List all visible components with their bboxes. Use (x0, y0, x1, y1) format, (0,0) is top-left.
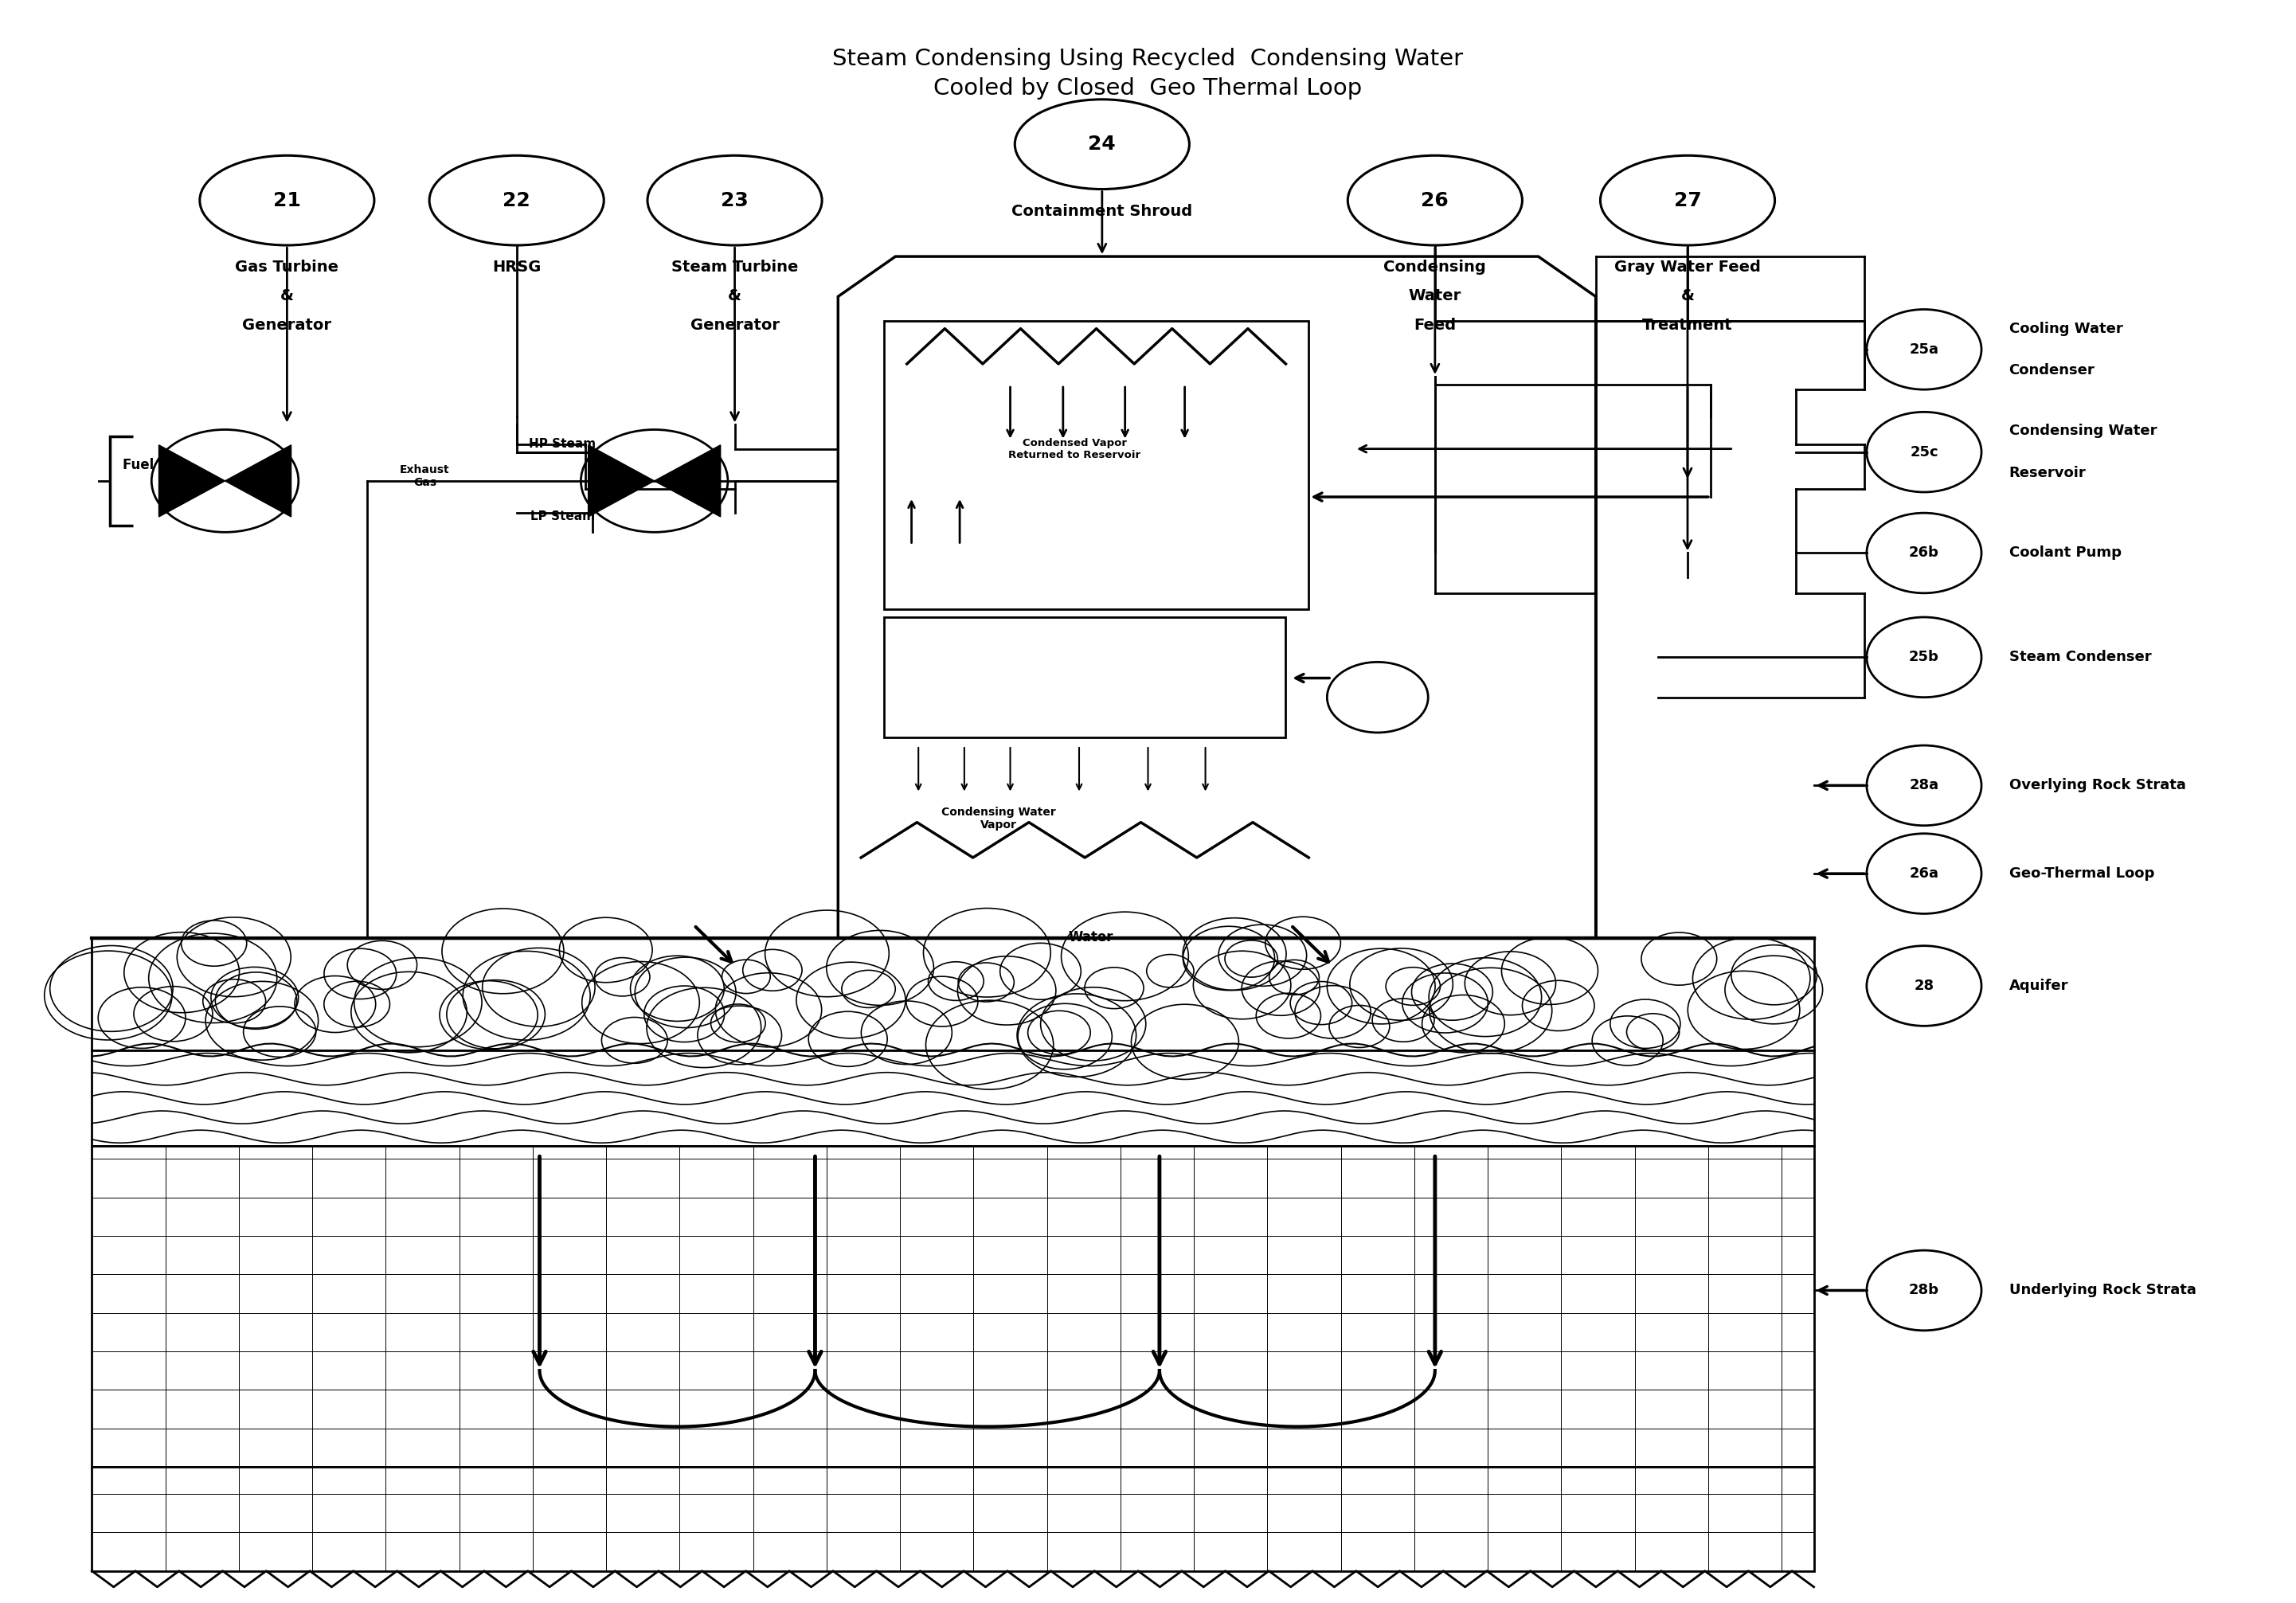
Text: &: & (280, 289, 294, 303)
Text: 24: 24 (1088, 135, 1116, 154)
Polygon shape (588, 446, 654, 516)
Circle shape (581, 430, 728, 532)
Text: Condensing: Condensing (1384, 260, 1486, 274)
Text: Fuel Line: Fuel Line (122, 458, 191, 471)
Text: Cooled by Closed  Geo Thermal Loop: Cooled by Closed Geo Thermal Loop (934, 77, 1362, 99)
Text: Gas Turbine: Gas Turbine (234, 260, 340, 274)
Text: Underlying Rock Strata: Underlying Rock Strata (2009, 1284, 2195, 1297)
Text: Coolant Pump: Coolant Pump (2009, 547, 2122, 559)
Text: &: & (1681, 289, 1694, 303)
Text: Steam Condensing Using Recycled  Condensing Water: Steam Condensing Using Recycled Condensi… (833, 48, 1463, 71)
Bar (92, 1467, 1814, 1571)
Text: 28b: 28b (1908, 1284, 1940, 1297)
Text: LP Steam: LP Steam (530, 510, 595, 523)
Text: Overlying Rock Strata: Overlying Rock Strata (2009, 779, 2186, 792)
Text: Condensing Water
Vapor: Condensing Water Vapor (941, 806, 1056, 830)
Text: Steam Turbine: Steam Turbine (670, 260, 799, 274)
Text: Exhaust
Gas: Exhaust Gas (400, 463, 450, 489)
Polygon shape (158, 446, 225, 516)
Polygon shape (654, 446, 721, 516)
Text: 28: 28 (1915, 979, 1933, 992)
Text: 22: 22 (503, 191, 530, 210)
Text: Geo-Thermal Loop: Geo-Thermal Loop (2009, 867, 2154, 880)
Text: Condenser: Condenser (2009, 364, 2094, 377)
Text: 21: 21 (273, 191, 301, 210)
Circle shape (152, 430, 298, 532)
Text: Containment Shroud: Containment Shroud (1013, 204, 1192, 218)
Text: &: & (728, 289, 742, 303)
Bar (92, 938, 1814, 1050)
Text: Feed: Feed (1414, 317, 1456, 332)
Text: Condensed Vapor
Returned to Reservoir: Condensed Vapor Returned to Reservoir (1008, 438, 1141, 460)
Text: Gray Water Feed: Gray Water Feed (1614, 260, 1761, 274)
Circle shape (1327, 662, 1428, 733)
Text: HP Steam: HP Steam (528, 438, 597, 450)
Text: 25a: 25a (1910, 343, 1938, 356)
Bar (92, 1146, 1814, 1467)
Text: 27: 27 (1674, 191, 1701, 210)
Text: HRSG: HRSG (491, 260, 542, 274)
Text: 25c: 25c (1910, 446, 1938, 458)
Text: 26: 26 (1421, 191, 1449, 210)
Text: 23: 23 (721, 191, 748, 210)
Bar (92, 1050, 1814, 1146)
Text: 28a: 28a (1910, 779, 1938, 792)
Text: Steam Condenser: Steam Condenser (2009, 651, 2151, 664)
Text: Cooling Water: Cooling Water (2009, 322, 2124, 335)
Text: Treatment: Treatment (1642, 317, 1733, 332)
Text: Water: Water (1068, 930, 1114, 944)
Text: Aquifer: Aquifer (2009, 979, 2069, 992)
Text: Condensing Water: Condensing Water (2009, 425, 2156, 438)
Text: Water: Water (1410, 289, 1460, 303)
Text: 26b: 26b (1908, 547, 1940, 559)
Text: 25b: 25b (1908, 651, 1940, 664)
Polygon shape (225, 446, 292, 516)
Text: Reservoir: Reservoir (2009, 466, 2087, 479)
Text: 26a: 26a (1910, 867, 1938, 880)
Text: Generator: Generator (691, 317, 778, 332)
Text: Generator: Generator (243, 317, 331, 332)
